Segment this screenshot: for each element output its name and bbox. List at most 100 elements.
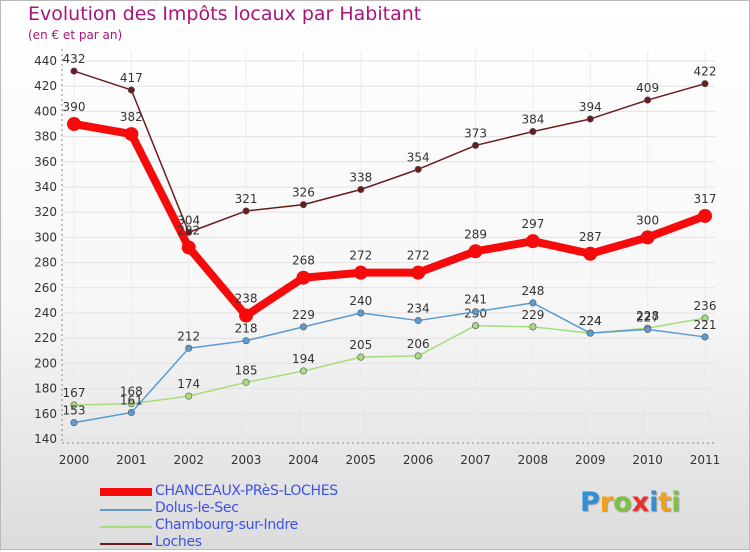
data-point-chanceaux-pr-s-loches-2002 — [181, 240, 196, 255]
data-point-loches-2006 — [414, 165, 422, 173]
data-label-chanceaux-pr-s-loches-2001: 382 — [120, 110, 143, 124]
data-label-loches-2001: 417 — [120, 71, 143, 85]
data-point-loches-2003 — [242, 207, 250, 215]
data-label-dolus-le-sec-2002: 212 — [177, 329, 200, 343]
data-point-dolus-le-sec-2005 — [357, 309, 365, 317]
data-label-dolus-le-sec-2001: 161 — [120, 394, 143, 408]
y-tick-label-420: 420 — [34, 79, 57, 93]
legend-label-chanceaux-pr-s-loches: CHANCEAUX-PRèS-LOCHES — [155, 483, 338, 499]
data-point-dolus-le-sec-2007 — [472, 308, 480, 316]
data-label-dolus-le-sec-2009: 224 — [579, 314, 602, 328]
data-point-dolus-le-sec-2004 — [299, 323, 307, 331]
data-point-loches-2005 — [357, 186, 365, 194]
y-tick-label-340: 340 — [34, 180, 57, 194]
y-tick-label-200: 200 — [34, 356, 57, 370]
x-tick-label-2000: 2000 — [59, 453, 90, 467]
data-label-chambourg-sur-indre-2005: 205 — [349, 338, 372, 352]
legend-swatch-chambourg-sur-indre — [100, 526, 152, 528]
data-label-chambourg-sur-indre-2003: 185 — [235, 363, 258, 377]
x-tick-label-2008: 2008 — [518, 453, 549, 467]
y-tick-label-240: 240 — [34, 306, 57, 320]
data-point-chambourg-sur-indre-2002 — [185, 392, 193, 400]
data-point-dolus-le-sec-2003 — [242, 337, 250, 345]
data-label-dolus-le-sec-2011: 221 — [694, 318, 717, 332]
data-label-dolus-le-sec-2007: 241 — [464, 293, 487, 307]
y-tick-label-400: 400 — [34, 104, 57, 118]
y-tick-label-380: 380 — [34, 130, 57, 144]
logo-letter: P — [580, 487, 600, 518]
data-point-dolus-le-sec-2006 — [414, 317, 422, 325]
data-label-dolus-le-sec-2004: 229 — [292, 308, 315, 322]
data-label-loches-2003: 321 — [235, 192, 258, 206]
data-label-loches-2004: 326 — [292, 186, 315, 200]
data-point-loches-2011 — [701, 80, 709, 88]
legend-swatch-chanceaux-pr-s-loches — [100, 488, 152, 496]
data-point-dolus-le-sec-2010 — [644, 325, 652, 333]
x-tick-label-2002: 2002 — [173, 453, 204, 467]
logo-letter: o — [613, 487, 632, 518]
y-tick-label-220: 220 — [34, 331, 57, 345]
data-point-chanceaux-pr-s-loches-2009 — [583, 246, 598, 261]
y-tick-label-320: 320 — [34, 205, 57, 219]
data-label-dolus-le-sec-2000: 153 — [63, 404, 86, 418]
data-point-dolus-le-sec-2009 — [586, 329, 594, 337]
data-point-chanceaux-pr-s-loches-2007 — [468, 244, 483, 259]
data-point-chanceaux-pr-s-loches-2000 — [67, 117, 81, 131]
series-line-dolus-le-sec — [73, 302, 706, 424]
data-label-chambourg-sur-indre-2001: 168 — [120, 385, 143, 399]
data-point-chanceaux-pr-s-loches-2008 — [525, 234, 540, 249]
data-label-loches-2007: 373 — [464, 126, 487, 140]
x-tick-label-2010: 2010 — [632, 453, 663, 467]
data-label-chambourg-sur-indre-2002: 174 — [177, 377, 200, 391]
data-label-chanceaux-pr-s-loches-2000: 390 — [63, 100, 86, 114]
data-label-loches-2008: 384 — [521, 113, 544, 127]
data-point-chanceaux-pr-s-loches-2010 — [640, 230, 655, 245]
data-point-chambourg-sur-indre-2004 — [299, 367, 307, 375]
chart-title: Evolution des Impôts locaux par Habitant — [28, 3, 422, 25]
data-label-chanceaux-pr-s-loches-2005: 272 — [349, 249, 372, 263]
data-label-chambourg-sur-indre-2000: 167 — [63, 386, 86, 400]
data-label-chanceaux-pr-s-loches-2007: 289 — [464, 227, 487, 241]
data-label-dolus-le-sec-2003: 218 — [235, 322, 258, 336]
data-label-loches-2009: 394 — [579, 100, 602, 114]
data-point-chambourg-sur-indre-2003 — [242, 378, 250, 386]
logo-letter: i — [649, 487, 659, 518]
data-label-dolus-le-sec-2006: 234 — [407, 302, 430, 316]
y-tick-label-180: 180 — [34, 382, 57, 396]
data-label-chambourg-sur-indre-2009: 224 — [579, 314, 602, 328]
data-point-chanceaux-pr-s-loches-2011 — [698, 208, 712, 223]
legend-label-chambourg-sur-indre: Chambourg-sur-Indre — [155, 517, 298, 533]
data-label-chanceaux-pr-s-loches-2008: 297 — [521, 217, 544, 231]
data-label-loches-2000: 432 — [63, 52, 86, 66]
x-tick-label-2009: 2009 — [575, 453, 606, 467]
data-label-chambourg-sur-indre-2011: 236 — [694, 299, 717, 313]
logo-letter: t — [658, 487, 672, 518]
data-point-chambourg-sur-indre-2000 — [70, 401, 78, 409]
x-tick-label-2001: 2001 — [116, 453, 147, 467]
data-point-dolus-le-sec-2008 — [529, 299, 537, 307]
data-label-dolus-le-sec-2008: 248 — [521, 284, 544, 298]
data-label-chanceaux-pr-s-loches-2002: 292 — [177, 223, 200, 237]
data-point-loches-2004 — [299, 201, 307, 209]
data-point-chambourg-sur-indre-2001 — [127, 400, 135, 408]
data-label-chambourg-sur-indre-2006: 206 — [407, 337, 430, 351]
data-label-chanceaux-pr-s-loches-2009: 287 — [579, 230, 602, 244]
data-label-chanceaux-pr-s-loches-2004: 268 — [292, 254, 315, 268]
data-point-chanceaux-pr-s-loches-2001 — [124, 127, 139, 142]
data-point-chambourg-sur-indre-2011 — [701, 314, 709, 322]
data-label-chanceaux-pr-s-loches-2003: 238 — [235, 292, 258, 306]
data-point-chambourg-sur-indre-2007 — [472, 322, 480, 330]
x-tick-label-2004: 2004 — [288, 453, 319, 467]
data-point-loches-2009 — [586, 115, 594, 123]
data-label-loches-2002: 304 — [177, 213, 200, 227]
data-point-loches-2007 — [472, 141, 480, 149]
y-tick-label-260: 260 — [34, 281, 57, 295]
data-point-dolus-le-sec-2001 — [127, 409, 135, 417]
data-point-loches-2001 — [127, 86, 135, 94]
y-tick-label-160: 160 — [34, 407, 57, 421]
legend-label-dolus-le-sec: Dolus-le-Sec — [155, 500, 239, 516]
legend-label-loches: Loches — [155, 534, 202, 550]
y-tick-label-300: 300 — [34, 230, 57, 244]
series-line-chanceaux-pr-s-loches — [70, 120, 709, 320]
proxiti-logo: Proxiti — [580, 487, 681, 518]
